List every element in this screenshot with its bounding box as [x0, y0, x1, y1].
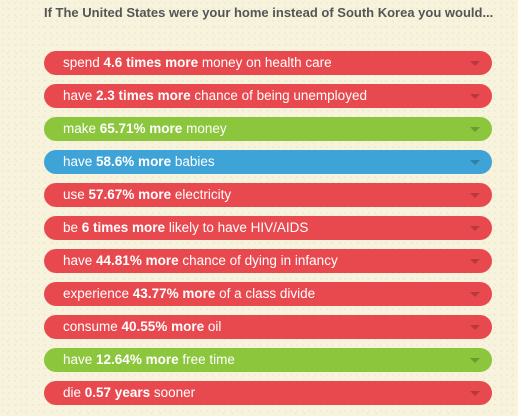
item-text-post: likely to have HIV/AIDS [165, 220, 309, 235]
item-text-highlight: 43.77% more [132, 286, 216, 301]
comparison-item-infant-mortality[interactable]: have 44.81% more chance of dying in infa… [44, 249, 492, 273]
chevron-down-icon[interactable] [470, 292, 480, 297]
item-text-post: sooner [150, 385, 196, 400]
comparison-list: spend 4.6 times more money on health car… [44, 51, 492, 414]
chevron-down-icon[interactable] [470, 259, 480, 264]
chevron-down-icon[interactable] [470, 358, 480, 363]
item-text-highlight: 2.3 times more [96, 88, 191, 103]
comparison-item-life-expectancy[interactable]: die 0.57 years sooner [44, 381, 492, 405]
comparison-item-hiv-aids[interactable]: be 6 times more likely to have HIV/AIDS [44, 216, 492, 240]
comparison-item-unemployment[interactable]: have 2.3 times more chance of being unem… [44, 84, 492, 108]
item-text-post: babies [171, 154, 215, 169]
item-text-pre: consume [63, 319, 122, 334]
item-text-highlight: 65.71% more [99, 121, 183, 136]
item-text-highlight: 44.81% more [96, 253, 179, 268]
chevron-down-icon[interactable] [470, 94, 480, 99]
item-text-post: chance of being unemployed [190, 88, 367, 103]
item-text-highlight: 58.6% more [96, 154, 172, 169]
chevron-down-icon[interactable] [470, 160, 480, 165]
chevron-down-icon[interactable] [470, 127, 480, 132]
comparison-item-electricity[interactable]: use 57.67% more electricity [44, 183, 492, 207]
chevron-down-icon[interactable] [470, 226, 480, 231]
comparison-item-class-divide[interactable]: experience 43.77% more of a class divide [44, 282, 492, 306]
item-text-highlight: 0.57 years [84, 385, 151, 400]
item-text-pre: use [63, 187, 89, 202]
item-text-pre: have [63, 88, 97, 103]
item-text-pre: die [63, 385, 85, 400]
item-text-pre: have [63, 154, 97, 169]
chevron-down-icon[interactable] [470, 61, 480, 66]
item-text-pre: have [63, 253, 97, 268]
comparison-item-health-care[interactable]: spend 4.6 times more money on health car… [44, 51, 492, 75]
chevron-down-icon[interactable] [470, 325, 480, 330]
item-text-pre: be [63, 220, 82, 235]
item-text-post: chance of dying in infancy [178, 253, 338, 268]
item-text-highlight: 40.55% more [121, 319, 205, 334]
item-text-highlight: 12.64% more [96, 352, 179, 367]
item-text-pre: make [63, 121, 100, 136]
item-text-pre: have [63, 352, 97, 367]
comparison-item-oil[interactable]: consume 40.55% more oil [44, 315, 492, 339]
item-text-pre: spend [63, 55, 104, 70]
chevron-down-icon[interactable] [470, 193, 480, 198]
item-text-post: money on health care [198, 55, 332, 70]
chevron-down-icon[interactable] [470, 391, 480, 396]
item-text-post: oil [204, 319, 222, 334]
comparison-item-free-time[interactable]: have 12.64% more free time [44, 348, 492, 372]
page-heading: If The United States were your home inst… [44, 5, 494, 20]
item-text-post: of a class divide [215, 286, 316, 301]
item-text-highlight: 57.67% more [88, 187, 172, 202]
item-text-post: money [182, 121, 227, 136]
item-text-post: electricity [171, 187, 232, 202]
item-text-pre: experience [63, 286, 133, 301]
item-text-post: free time [178, 352, 235, 367]
item-text-highlight: 6 times more [81, 220, 166, 235]
item-text-highlight: 4.6 times more [103, 55, 199, 70]
comparison-item-babies[interactable]: have 58.6% more babies [44, 150, 492, 174]
comparison-item-income[interactable]: make 65.71% more money [44, 117, 492, 141]
